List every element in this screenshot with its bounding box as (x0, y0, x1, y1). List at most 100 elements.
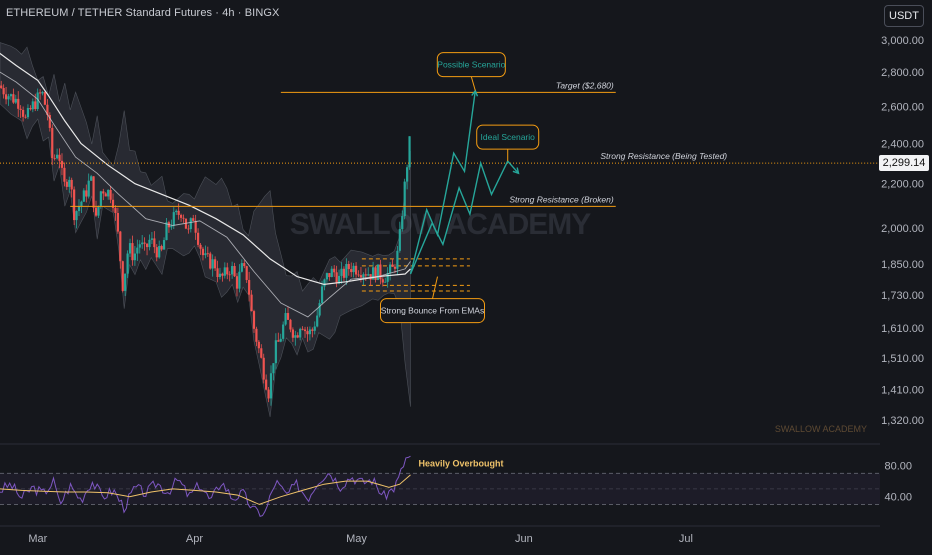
candle-body (265, 379, 268, 390)
x-tick-label: Jun (515, 533, 533, 545)
candle (9, 93, 13, 101)
candle-body (233, 266, 236, 277)
candle (284, 308, 287, 326)
candle-body (65, 181, 68, 187)
candle-body (235, 276, 239, 289)
candle-body (60, 160, 64, 168)
callout-ideal-scenario-text: Ideal Scenario (481, 132, 536, 142)
candle (138, 240, 141, 254)
candle (189, 217, 192, 233)
candle (104, 192, 107, 197)
candle (335, 265, 338, 288)
candle (267, 387, 270, 403)
candle-body (2, 87, 5, 95)
candle-body (359, 275, 363, 278)
candle (0, 80, 3, 89)
candle-body (401, 216, 404, 230)
candle (328, 273, 331, 281)
candle-body (136, 247, 139, 254)
candle-body (364, 274, 367, 276)
candle-body (218, 273, 222, 278)
level-label-2: Strong Resistance (Broken) (509, 194, 614, 204)
candle (408, 136, 411, 170)
candle (143, 237, 146, 251)
candle-body (141, 242, 144, 245)
candle-body (269, 373, 273, 399)
candle (233, 262, 236, 277)
candle (313, 321, 316, 335)
candle (245, 265, 248, 283)
candle-body (107, 189, 110, 197)
candle-body (255, 328, 258, 342)
candle (155, 244, 158, 262)
candle (48, 112, 51, 132)
candle-body (231, 266, 234, 275)
candle (111, 193, 115, 212)
candle-body (175, 210, 178, 213)
candle (291, 327, 294, 342)
candle-body (26, 107, 30, 118)
candle (141, 235, 144, 249)
candle (124, 273, 127, 296)
candle-body (196, 232, 200, 245)
candle-body (391, 264, 394, 267)
candle (179, 213, 183, 222)
candle (269, 365, 273, 406)
y-tick-label: 2,800.00 (881, 67, 924, 79)
candle-body (204, 253, 207, 256)
candle (12, 88, 15, 104)
candle-body (325, 273, 329, 280)
candle-body (189, 218, 192, 230)
last-price-tag: 2,299.14 (879, 155, 929, 171)
candle (342, 266, 346, 282)
bollinger-band (0, 42, 411, 418)
candle (94, 200, 98, 217)
candle-body (99, 191, 102, 206)
candle (158, 240, 161, 259)
candle (260, 344, 263, 359)
rsi-annotation: Heavily Overbought (418, 458, 503, 468)
candle (60, 153, 64, 176)
candle (56, 148, 59, 160)
candle-body (362, 274, 365, 278)
ema-slow-line (0, 52, 411, 286)
currency-button[interactable]: USDT (884, 5, 924, 27)
candle (340, 262, 343, 284)
candle (70, 177, 73, 198)
candle (401, 210, 404, 232)
scenario-path-1 (409, 159, 520, 275)
candle-body (162, 240, 166, 250)
ema-fast-line (0, 71, 411, 318)
candle (277, 332, 280, 342)
candle (2, 84, 5, 99)
y-tick-label: 1,410.00 (881, 385, 924, 397)
candle (325, 272, 329, 283)
candle-body (330, 268, 333, 278)
candle-body (109, 189, 112, 200)
candle (350, 262, 353, 277)
candle (209, 251, 212, 270)
candle (136, 239, 139, 261)
candle (330, 266, 333, 278)
y-tick-label: 2,600.00 (881, 101, 924, 113)
candle-body (73, 189, 76, 221)
candle-body (148, 239, 151, 248)
candle (289, 318, 292, 333)
candle (87, 173, 90, 199)
candle (148, 234, 151, 251)
candle (299, 327, 302, 341)
candle-body (17, 98, 20, 109)
candle-body (347, 263, 350, 270)
candle (24, 114, 27, 119)
candle (34, 93, 37, 112)
y-tick-label: 2,400.00 (881, 138, 924, 150)
candle-body (299, 328, 302, 338)
candle (63, 162, 66, 187)
candle (286, 307, 290, 320)
candle-body (318, 303, 321, 316)
candle (265, 374, 268, 391)
level-label-0: Target ($2,680) (556, 80, 614, 90)
candle-body (94, 207, 98, 216)
candle-body (138, 244, 141, 248)
